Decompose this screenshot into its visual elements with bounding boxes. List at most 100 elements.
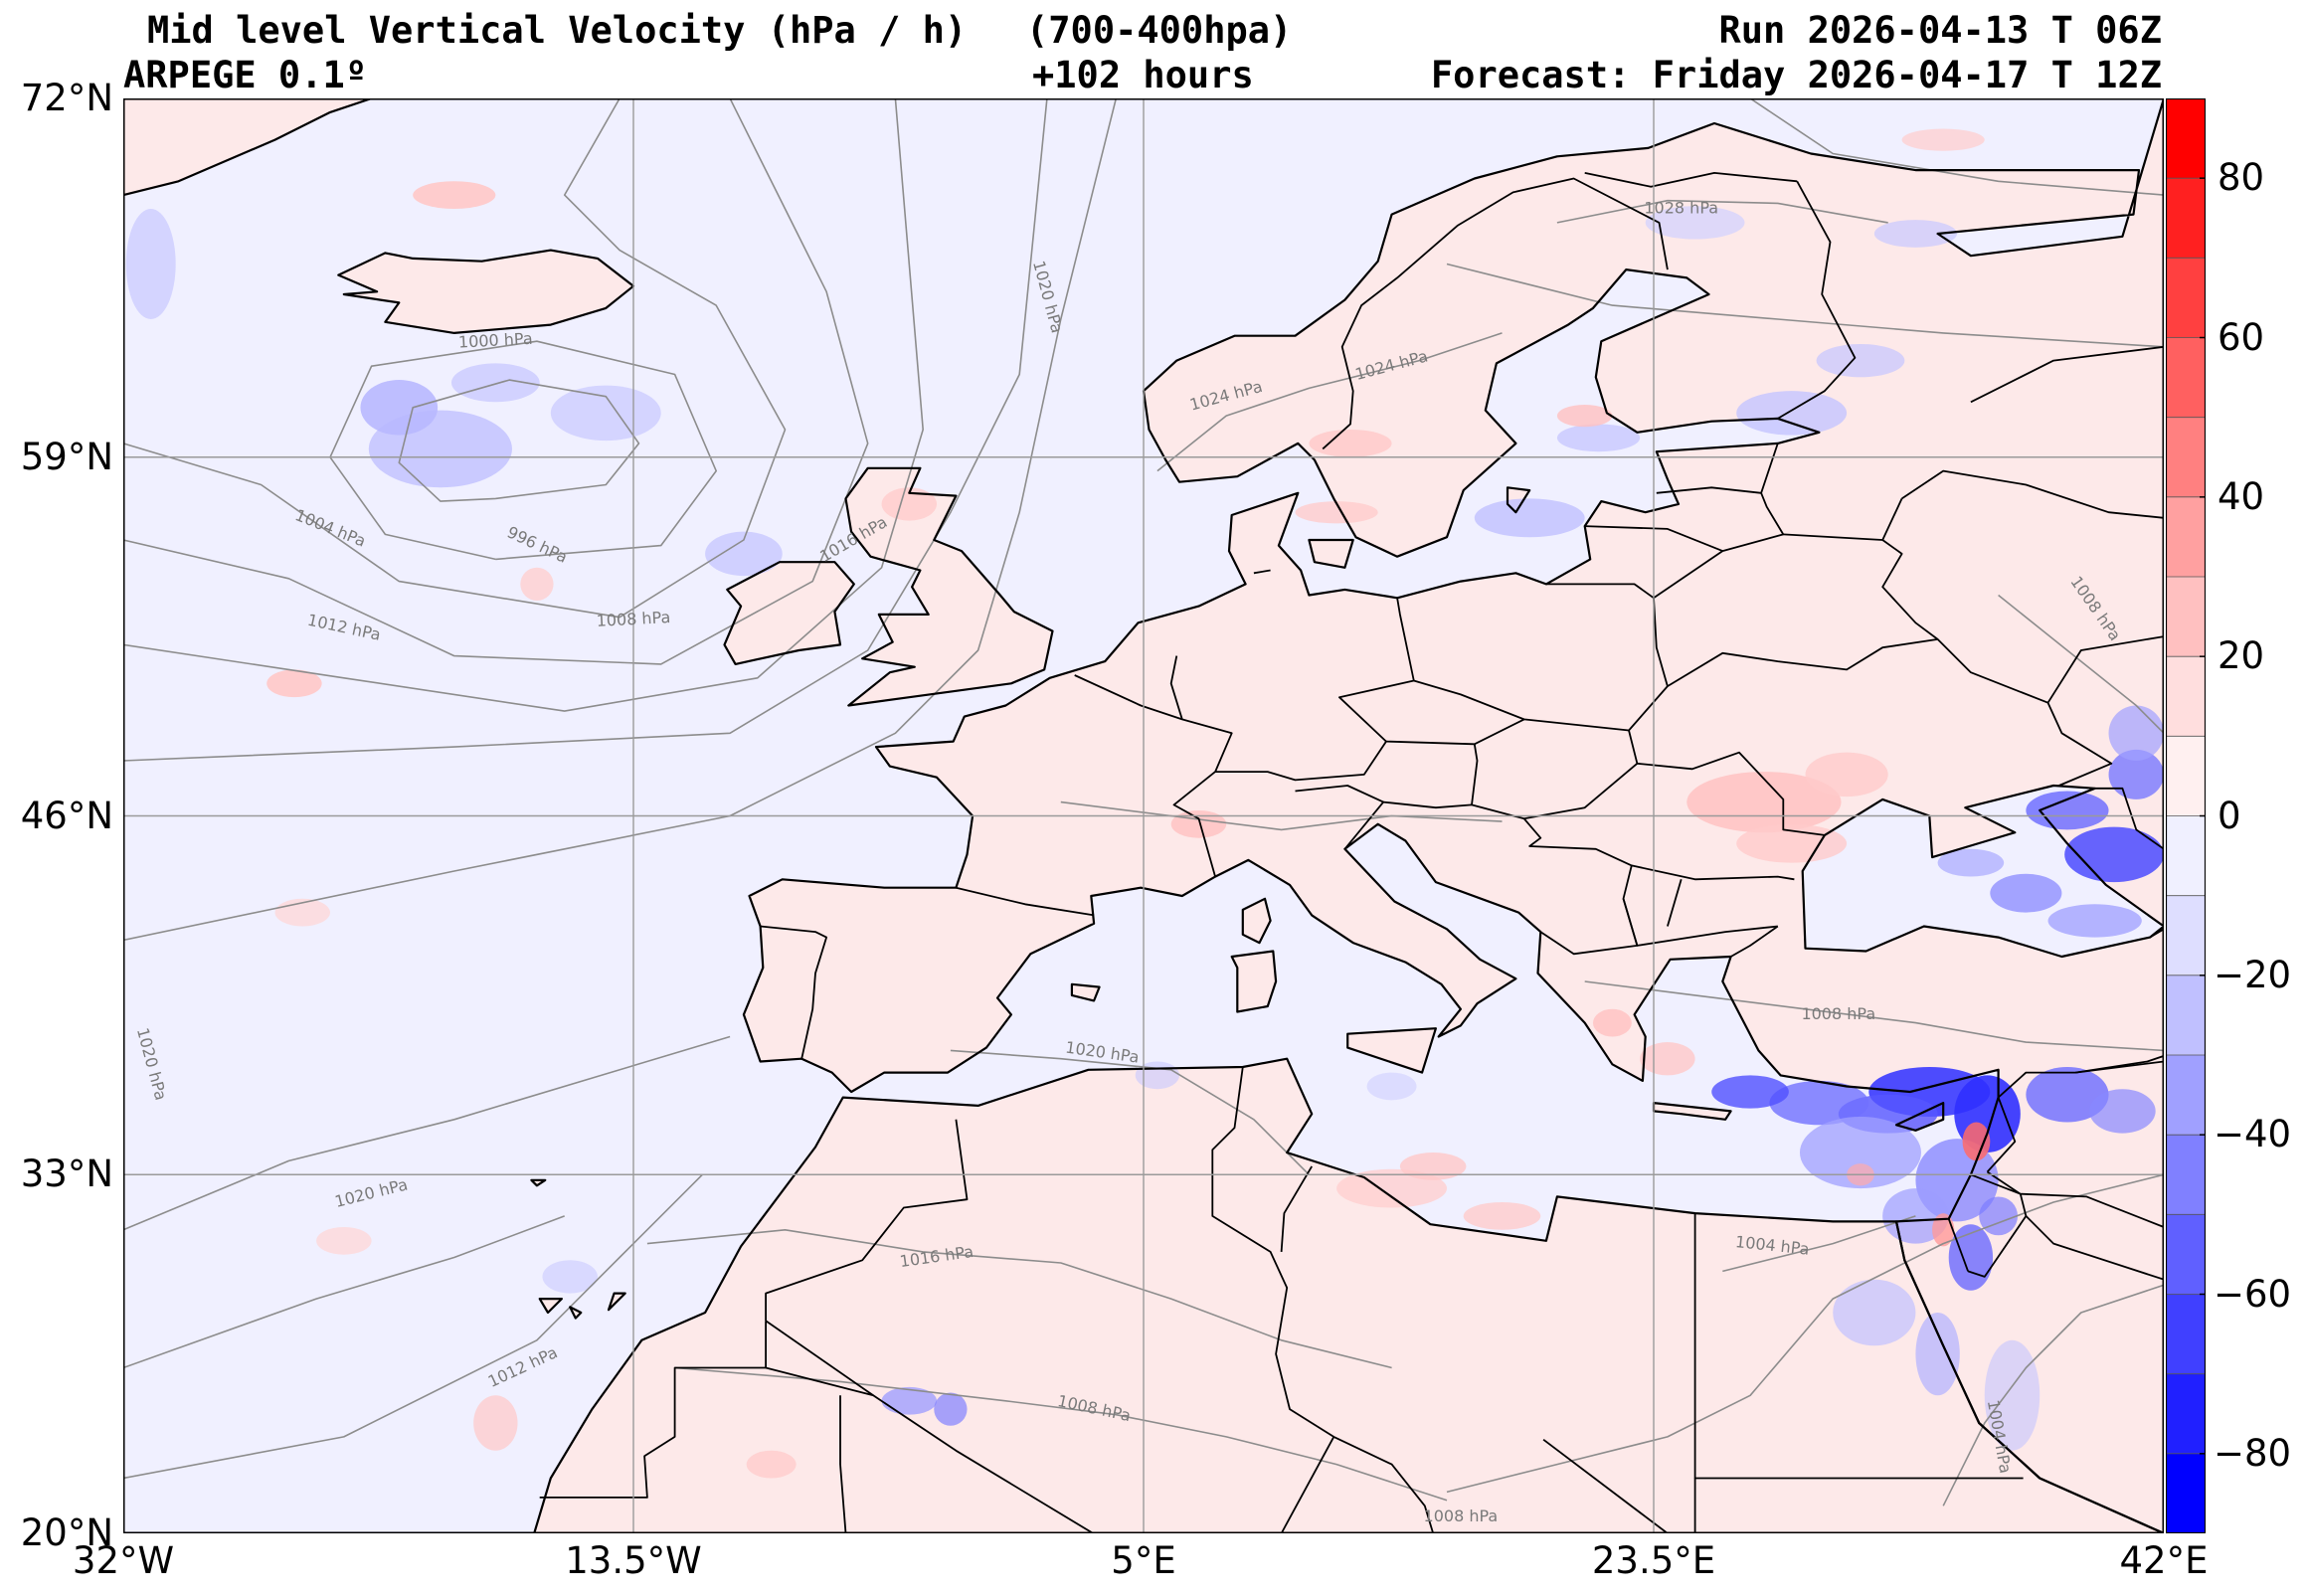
velocity-blob — [266, 669, 322, 698]
country-border — [1584, 172, 1798, 188]
velocity-blob — [2108, 705, 2164, 761]
graticule — [123, 98, 2164, 1533]
map-title: Mid level Vertical Velocity (hPa / h) — [147, 9, 968, 52]
latitude-tick-label: 59°N — [20, 435, 113, 478]
velocity-blob — [705, 531, 783, 577]
country-border — [1947, 1218, 1969, 1272]
colorbar-level — [2166, 1135, 2206, 1215]
layer-label: (700-400hpa) — [1026, 9, 1293, 52]
colorbar-level — [2166, 736, 2206, 816]
latitude-tick-label: 72°N — [20, 77, 113, 119]
country-border — [765, 1320, 1096, 1533]
country-border — [1730, 925, 1779, 958]
country-border — [1637, 751, 1826, 836]
country-border — [1332, 1436, 1435, 1533]
longitude-tick-label: 5°E — [1111, 1539, 1176, 1582]
country-border — [956, 886, 1095, 917]
country-border — [1211, 1066, 1334, 1438]
country-border — [1653, 443, 1785, 600]
lead-time-label: +102 hours — [1032, 54, 1254, 96]
colorbar-level — [2166, 1294, 2206, 1374]
isobar — [950, 1049, 1310, 1175]
isobar — [646, 1229, 1392, 1369]
velocity-blob — [1366, 1072, 1417, 1101]
island-gotland-coastline — [1506, 486, 1531, 514]
velocity-blob — [542, 1260, 598, 1294]
latitude-tick-label: 46°N — [20, 794, 113, 837]
country-border — [760, 925, 827, 1059]
isobar — [123, 98, 1118, 942]
velocity-blob — [1937, 848, 2005, 877]
colorbar-level — [2166, 815, 2206, 896]
velocity-blob — [1948, 1224, 1994, 1291]
country-border — [1970, 1173, 2022, 1195]
velocity-blob — [746, 1450, 797, 1479]
velocity-blob — [2026, 1067, 2109, 1123]
colorbar-level — [2166, 1373, 2206, 1454]
isobar — [123, 98, 869, 665]
island-sardinia-fill — [1231, 951, 1277, 1012]
velocity-blob — [1645, 206, 1745, 240]
country-border — [1881, 539, 1939, 640]
velocity-blob — [1915, 1313, 1960, 1396]
country-border — [1631, 864, 1795, 881]
velocity-blob — [881, 1386, 938, 1415]
colorbar-level — [2166, 496, 2206, 577]
colorbar-level — [2166, 258, 2206, 338]
isobar — [1749, 98, 2164, 196]
model-label: ARPEGE 0.1º — [123, 54, 368, 96]
map-frame — [123, 98, 2164, 1533]
country-border — [765, 1366, 874, 1397]
velocity-blob — [1711, 1075, 1789, 1109]
colorbar-level — [2166, 656, 2206, 737]
isobar-label: 1008 hPa — [1424, 1507, 1499, 1525]
country-border — [1322, 177, 1669, 450]
country-border — [1253, 569, 1271, 575]
island-ireland-coastline — [723, 561, 855, 665]
country-border — [1295, 785, 1385, 850]
velocity-blob — [360, 380, 439, 436]
isobar — [1156, 332, 1503, 472]
country-border — [1280, 1436, 1335, 1533]
velocity-blob — [1962, 1122, 1991, 1161]
velocity-blob — [2026, 791, 2109, 830]
country-border — [1542, 1438, 1669, 1533]
colorbar-tick-label: 60 — [2218, 315, 2265, 359]
isobar — [123, 1173, 703, 1480]
country-border — [1667, 879, 1683, 927]
run-label: Run 2026-04-13 T 06Z — [1718, 9, 2162, 52]
velocity-blob — [1901, 128, 1985, 151]
velocity-blob — [1170, 809, 1227, 838]
forecast-label: Forecast: Friday 2026-04-17 T 12Z — [1430, 54, 2162, 96]
velocity-blob — [1399, 1153, 1467, 1180]
colorbar-tick-label: −40 — [2214, 1113, 2292, 1156]
isobar — [1446, 1173, 2164, 1494]
isobar — [123, 98, 924, 712]
velocity-blob — [2089, 1089, 2156, 1134]
isobar — [1060, 800, 1503, 831]
colorbar-tick-label: 20 — [2218, 634, 2265, 678]
isobar — [1998, 594, 2164, 734]
island-mallorca-coastline — [1070, 982, 1101, 1002]
coastlines — [123, 98, 2164, 1533]
velocity-blob — [520, 567, 554, 602]
island-greenland-tip-coastline — [123, 98, 373, 197]
island-denmark-zealand-fill — [1309, 540, 1353, 568]
colorbar-level — [2166, 1055, 2206, 1136]
country-border — [1987, 1170, 2164, 1228]
isobar — [123, 1215, 565, 1369]
landmass-europe-coastline — [742, 98, 2164, 1533]
country-border — [1693, 1213, 2024, 1480]
velocity-blob — [1556, 424, 1641, 452]
velocity-blob — [1873, 220, 1958, 248]
country-border — [2075, 1055, 2164, 1074]
isobar-lines — [123, 98, 2164, 1507]
isobar — [1556, 199, 1888, 224]
island-canary-fuerteventura-coastline — [607, 1292, 626, 1312]
colorbar-level — [2166, 1453, 2206, 1533]
island-corsica-fill — [1242, 898, 1271, 944]
velocity-blob — [934, 1392, 968, 1426]
velocity-blob — [1833, 1279, 1916, 1346]
velocity-blob — [316, 1226, 372, 1255]
velocity-blob — [1135, 1061, 1180, 1090]
